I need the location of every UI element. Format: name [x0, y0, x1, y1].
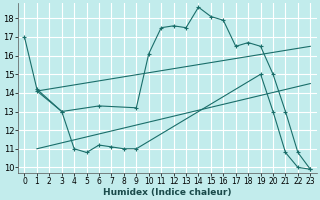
- X-axis label: Humidex (Indice chaleur): Humidex (Indice chaleur): [103, 188, 232, 197]
